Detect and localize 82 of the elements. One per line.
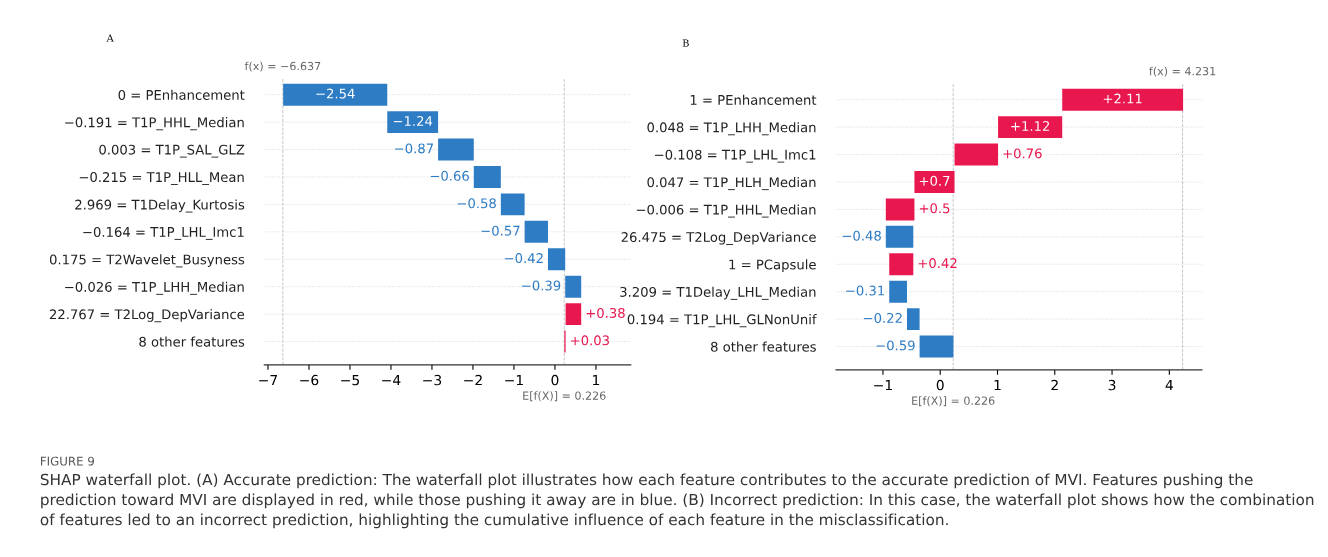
y-tick-label: −0.006 = T1P_HHL_Median xyxy=(636,204,816,218)
y-tick-label: 1 = PEnhancement xyxy=(690,94,817,105)
x-tick-label: 0 xyxy=(551,374,559,386)
x-tick-label: −2 xyxy=(464,374,482,386)
y-tick-label: −0.164 = T1P_LHL_Imc1 xyxy=(83,226,244,240)
ref-line-label: E[f(X)] = 0.226 xyxy=(523,391,606,402)
bar xyxy=(547,248,566,271)
y-tick-label: 0.003 = T1P_SAL_GLZ xyxy=(99,144,245,158)
bar xyxy=(524,220,548,243)
bar xyxy=(885,198,915,221)
data-label: +0.5 xyxy=(919,203,950,214)
data-label: −0.66 xyxy=(430,170,469,181)
x-tick-label: 4 xyxy=(1165,380,1173,391)
y-tick-label: 26.475 = T2Log_DepVariance xyxy=(621,231,816,245)
text: SHAP waterfall plot. (A) Accurate prediction: The waterfall plot illustrates how each feature contributes to the accurate prediction of MVI. Features pushing the prediction toward MVI are displayed in red, while those pushing it away are in blue. (B) Incorrect prediction: In this case, the waterfall plot shows how the combination of features led to an incorrect prediction, highlighting the cumulative influence of each feature in the misclassification. xyxy=(40,473,1314,529)
ref-line-label: E[f(X)] = 0.226 xyxy=(912,396,995,407)
bar xyxy=(438,138,474,161)
bar xyxy=(889,280,907,303)
data-label: −0.31 xyxy=(846,285,885,296)
data-label: −2.54 xyxy=(316,88,355,99)
bar xyxy=(919,335,954,358)
data-label: −0.57 xyxy=(481,225,520,236)
y-tick-label: 0.175 = T2Wavelet_Busyness xyxy=(49,254,245,268)
bar xyxy=(914,171,955,193)
y-tick-label: 0.048 = T1P_LHH_Median xyxy=(647,122,816,136)
data-label: +0.42 xyxy=(918,258,957,269)
x-tick-label: −1 xyxy=(505,374,523,386)
text: B xyxy=(682,39,689,47)
x-tick-label: 0 xyxy=(936,379,944,391)
ref-line-label: f(x) = 4.231 xyxy=(1149,66,1216,77)
data-label: +0.7 xyxy=(919,175,950,186)
x-tick-label: −4 xyxy=(382,374,401,386)
data-label: −0.59 xyxy=(876,340,915,351)
bar xyxy=(473,166,501,188)
bar xyxy=(565,303,582,326)
x-tick-label: −3 xyxy=(423,374,442,386)
data-label: −0.22 xyxy=(863,312,902,323)
data-label: +0.03 xyxy=(571,335,609,346)
x-tick-label: −1 xyxy=(874,380,892,391)
x-tick-label: −7 xyxy=(259,374,278,386)
bar xyxy=(500,193,525,216)
bar xyxy=(885,225,914,248)
x-tick-label: 2 xyxy=(1051,379,1058,391)
y-tick-label: 3.209 = T1Delay_LHL_Median xyxy=(620,286,816,300)
y-tick-label: −0.108 = T1P_LHL_Imc1 xyxy=(655,149,816,163)
data-label: −0.42 xyxy=(504,253,543,264)
x-tick-label: 1 xyxy=(593,374,600,386)
data-label: +0.76 xyxy=(1003,148,1042,159)
bar xyxy=(387,111,439,134)
ref-line-label: f(x) = −6.637 xyxy=(244,61,321,72)
y-tick-label: 2.969 = T1Delay_Kurtosis xyxy=(75,199,245,213)
text: A xyxy=(106,34,114,42)
data-label: −0.58 xyxy=(457,198,496,209)
y-tick-label: 0.194 = T1P_LHL_GLNonUnif xyxy=(627,314,817,328)
y-tick-label: −0.191 = T1P_HHL_Median xyxy=(65,117,244,131)
x-tick-label: −5 xyxy=(341,374,359,386)
x-tick-label: 3 xyxy=(1108,379,1116,391)
bar xyxy=(998,116,1063,139)
y-tick-label: 22.767 = T2Log_DepVariance xyxy=(49,309,245,323)
y-tick-label: 1 = PCapsule xyxy=(729,259,816,273)
data-label: −0.87 xyxy=(395,143,433,154)
bar xyxy=(907,308,920,331)
y-tick-label: −0.026 = T1P_LHH_Median xyxy=(65,281,244,295)
y-tick-label: 8 other features xyxy=(139,336,245,347)
y-tick-label: 8 other features xyxy=(710,341,816,352)
data-label: −0.48 xyxy=(842,230,881,241)
data-label: −1.24 xyxy=(393,115,433,126)
x-tick-label: −6 xyxy=(300,374,319,386)
data-label: +1.12 xyxy=(1011,120,1050,131)
bar xyxy=(954,143,999,166)
bar xyxy=(889,253,914,276)
bar xyxy=(565,275,582,298)
bar xyxy=(1062,88,1184,111)
data-label: −0.39 xyxy=(522,280,561,291)
caption: FIGURE 9 xyxy=(41,456,94,466)
data-label: +2.11 xyxy=(1103,93,1142,104)
y-tick-label: 0.047 = T1P_HLH_Median xyxy=(647,176,816,191)
bar xyxy=(283,83,388,106)
data-label: +0.38 xyxy=(586,307,625,318)
y-tick-label: −0.215 = T1P_HLL_Mean xyxy=(79,172,244,185)
x-tick-label: 1 xyxy=(994,380,1001,391)
y-tick-label: 0 = PEnhancement xyxy=(118,89,245,100)
